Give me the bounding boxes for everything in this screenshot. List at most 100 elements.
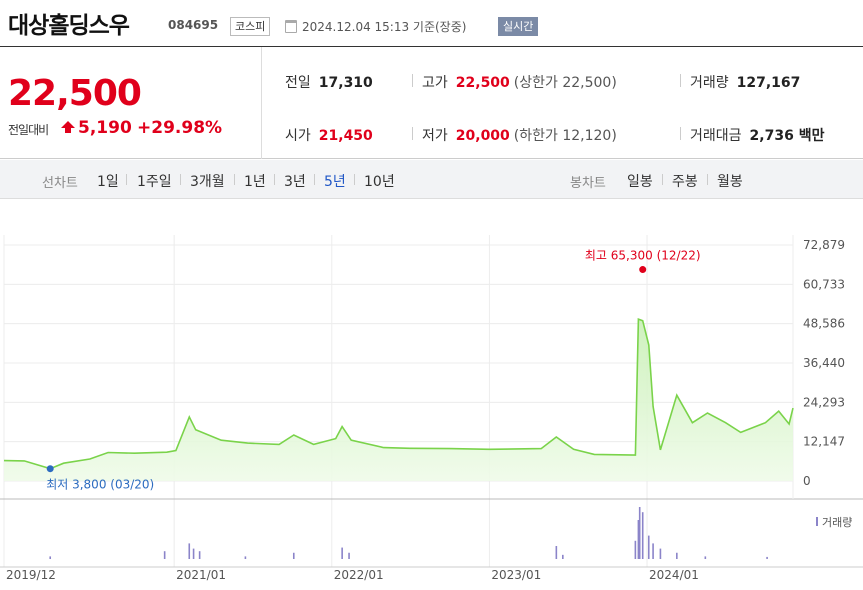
market-badge: 코스피 (230, 17, 271, 36)
divider (707, 174, 708, 185)
divider (680, 127, 681, 140)
x-tick-label: 2023/01 (491, 568, 541, 582)
price-panel: 22,500 전일대비 5,190 +29.98% (0, 47, 262, 159)
volume-bar (676, 552, 678, 559)
open-value: 21,450 (318, 128, 373, 144)
chart-tabs-bar: 선차트 1일 1주일 3개월 1년 3년 5년 10년 봉차트 일봉 주봉 월봉 (0, 160, 863, 199)
quote-box: 22,500 전일대비 5,190 +29.98% 전일 17,310 고가 22,… (0, 46, 863, 159)
upper-limit: (상한가 22,500) (513, 75, 617, 91)
volume-bar (198, 551, 201, 559)
diff-rate: +29.98% (137, 118, 223, 138)
tab-monthly[interactable]: 월봉 (717, 174, 743, 190)
amount-label: 거래대금 (690, 128, 742, 144)
x-tick-label: 2021/01 (176, 568, 226, 582)
diff-value: 5,190 (78, 118, 132, 138)
low-value: 20,000 (455, 128, 510, 144)
title-row: 대상홀딩스우 084695 코스피 2024.12.04 15:13 기준(장중… (0, 0, 863, 46)
y-tick-label: 36,440 (803, 356, 845, 370)
y-tick-label: 48,586 (803, 317, 845, 331)
x-tick-label: 2019/12 (6, 568, 56, 582)
divider (354, 174, 355, 185)
y-tick-label: 60,733 (803, 277, 845, 291)
diff-label: 전일대비 (8, 123, 49, 137)
divider (662, 174, 663, 185)
volume-bar (49, 556, 52, 559)
volume-bar (341, 547, 343, 559)
volume-value: 127,167 (736, 75, 801, 91)
amount-cell: 거래대금 2,736 백만 (690, 125, 824, 145)
divider (412, 74, 413, 87)
prev-close-label: 전일 (285, 75, 311, 91)
low-annotation: 최저 3,800 (03/20) (46, 478, 154, 492)
tab-weekly[interactable]: 주봉 (672, 174, 698, 190)
volume-bar (704, 556, 707, 559)
divider (680, 74, 681, 87)
prev-close-cell: 전일 17,310 (285, 72, 373, 92)
realtime-button[interactable]: 실시간 (498, 17, 539, 36)
line-chart-label: 선차트 (42, 176, 78, 191)
price-chart: 72,879 60,733 48,586 36,440 24,293 12,147 0 201… (0, 199, 863, 590)
calendar-icon (285, 20, 297, 33)
volume-bar (555, 546, 558, 559)
lower-limit: (하한가 12,120) (513, 128, 617, 144)
low-label: 저가 (422, 128, 448, 144)
volume-bar (562, 554, 564, 559)
volume-bar (348, 552, 350, 559)
volume-bar (163, 551, 166, 559)
volume-legend-label: 거래량 (822, 516, 852, 529)
tab-5y[interactable]: 5년 (324, 174, 346, 190)
volume-bar (638, 507, 641, 559)
volume-bar (659, 548, 662, 559)
tab-3y[interactable]: 3년 (284, 174, 306, 190)
stock-code: 084695 (168, 18, 219, 32)
high-annotation: 최고 65,300 (12/22) (585, 249, 701, 263)
x-tick-label: 2022/01 (334, 568, 384, 582)
volume-bar (292, 552, 295, 559)
y-tick-label: 12,147 (803, 435, 845, 449)
low-cell: 저가 20,000 (하한가 12,120) (422, 125, 617, 145)
y-tick-label: 24,293 (803, 395, 845, 409)
volume-cell: 거래량 127,167 (690, 72, 800, 92)
divider (274, 174, 275, 185)
y-tick-label: 72,879 (803, 238, 845, 252)
high-label: 고가 (422, 75, 448, 91)
candle-chart-label: 봉차트 (570, 176, 606, 191)
volume-bar (634, 540, 637, 559)
prev-close-value: 17,310 (318, 75, 373, 91)
volume-bar (188, 543, 191, 559)
low-marker (46, 465, 54, 473)
volume-bar (244, 556, 247, 559)
open-cell: 시가 21,450 (285, 125, 373, 145)
volume-bar (641, 512, 644, 559)
volume-bar (652, 543, 654, 559)
chart-canvas: 72,879 60,733 48,586 36,440 24,293 12,147 0 201… (0, 235, 863, 582)
divider (234, 174, 235, 185)
amount-value: 2,736 백만 (749, 128, 825, 144)
high-cell: 고가 22,500 (상한가 22,500) (422, 72, 617, 92)
volume-label: 거래량 (690, 75, 729, 91)
volume-legend-swatch (816, 517, 818, 526)
up-arrow-icon (61, 121, 75, 133)
volume-bar (766, 556, 768, 559)
divider (180, 174, 181, 185)
quote-datetime: 2024.12.04 15:13 기준(장중) (302, 20, 467, 34)
divider (126, 174, 127, 185)
x-tick-label: 2024/01 (649, 568, 699, 582)
tab-1d[interactable]: 1일 (97, 174, 119, 190)
price-area (4, 319, 793, 481)
high-marker (639, 266, 647, 274)
tab-10y[interactable]: 10년 (364, 174, 395, 190)
tab-daily[interactable]: 일봉 (627, 174, 653, 190)
stock-name: 대상홀딩스우 (8, 13, 130, 39)
y-tick-label: 0 (803, 474, 811, 488)
current-price: 22,500 (8, 73, 142, 114)
tab-1w[interactable]: 1주일 (137, 174, 172, 190)
open-label: 시가 (285, 128, 311, 144)
high-value: 22,500 (455, 75, 510, 91)
tab-3m[interactable]: 3개월 (190, 174, 225, 190)
divider (314, 174, 315, 185)
price-line (3, 317, 794, 470)
divider (412, 127, 413, 140)
tab-1y[interactable]: 1년 (244, 174, 266, 190)
volume-bar (647, 535, 650, 559)
